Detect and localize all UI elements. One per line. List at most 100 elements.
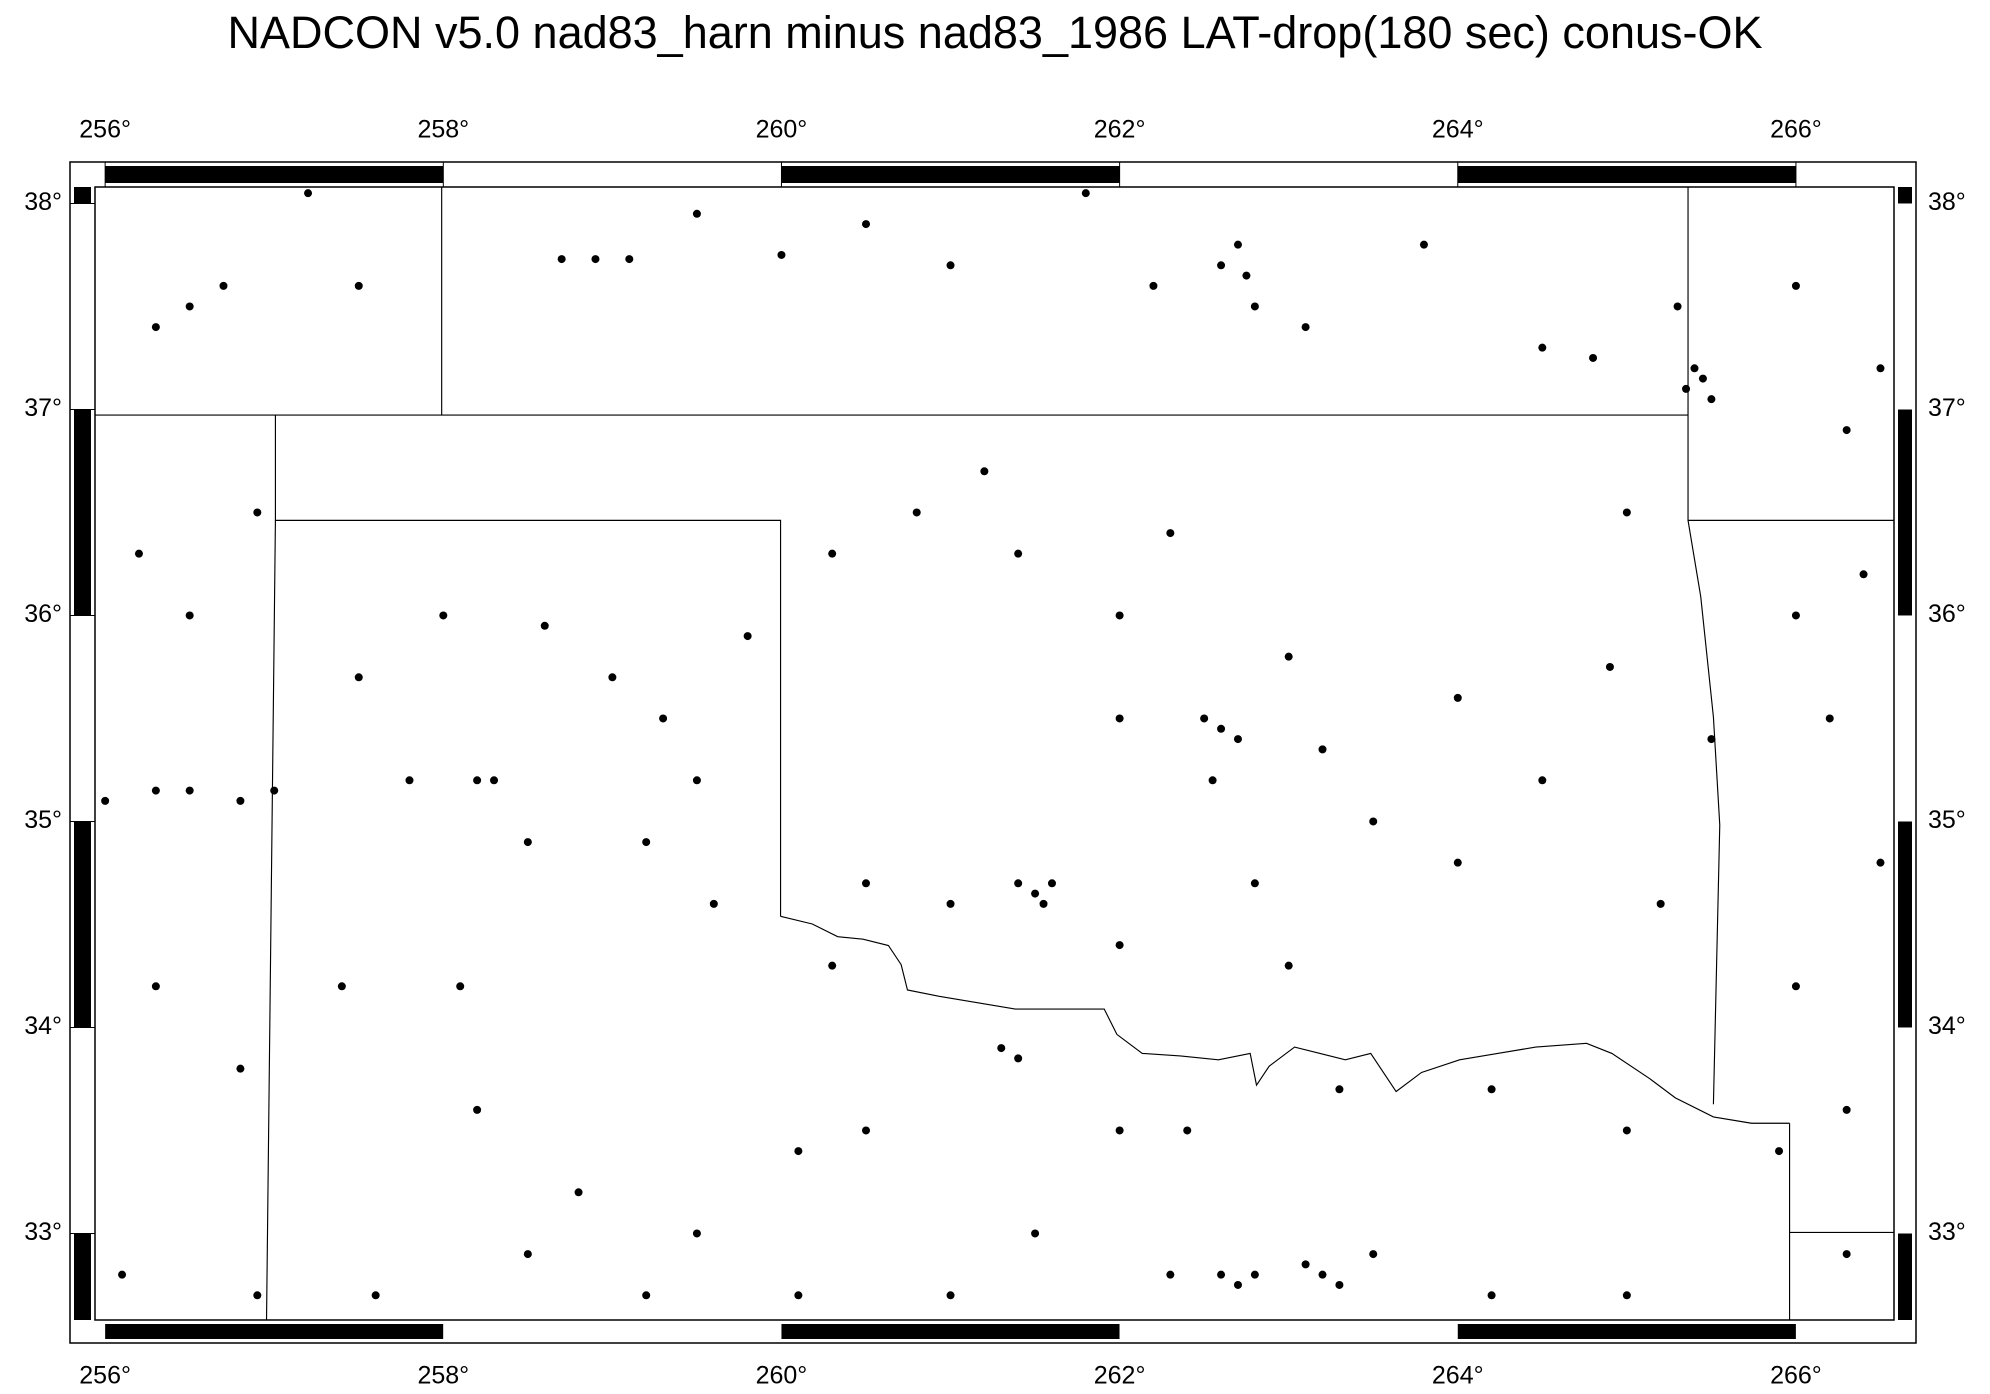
station-point — [557, 255, 566, 264]
station-point — [405, 776, 414, 785]
station-point — [1014, 549, 1023, 558]
station-point — [794, 1147, 803, 1156]
station-point — [236, 1064, 245, 1073]
station-point — [354, 673, 363, 682]
station-point — [304, 189, 313, 198]
station-point — [946, 899, 955, 908]
frame-inner — [94, 186, 1895, 1321]
station-point — [1233, 240, 1242, 249]
station-point — [1487, 1085, 1496, 1094]
station-point — [1183, 1126, 1192, 1135]
frame-block — [1119, 1324, 1458, 1339]
frame-block — [74, 1233, 91, 1320]
y-tick-label: 37° — [1928, 394, 1966, 422]
x-tick-label: 258° — [417, 116, 469, 144]
station-point — [1656, 899, 1665, 908]
frame-block — [1119, 166, 1458, 183]
station-point — [642, 1291, 651, 1300]
station-point — [1047, 879, 1056, 888]
y-tick-label: 34° — [1928, 1012, 1966, 1040]
station-point — [523, 1250, 532, 1259]
frame-block — [781, 1324, 1120, 1339]
station-point — [862, 220, 870, 229]
station-point — [1876, 364, 1885, 373]
frame-block — [1898, 409, 1912, 616]
x-tick-label: 266° — [1770, 116, 1822, 144]
station-point — [1682, 384, 1691, 393]
station-point — [151, 323, 160, 332]
station-point — [1775, 1147, 1784, 1156]
station-point — [1250, 1270, 1259, 1279]
station-point — [185, 786, 194, 795]
station-point — [1842, 1105, 1851, 1114]
station-point — [1166, 1270, 1175, 1279]
station-point — [523, 838, 532, 847]
y-tick-label: 38° — [24, 188, 62, 216]
station-point — [1031, 1229, 1040, 1238]
x-tick-label: 264° — [1432, 116, 1484, 144]
frame — [69, 161, 1917, 1344]
station-point — [659, 714, 668, 723]
frame-block — [74, 187, 91, 204]
y-tick-label: 37° — [24, 394, 62, 422]
station-point — [1589, 353, 1598, 362]
station-point — [828, 961, 837, 970]
station-point — [608, 673, 617, 682]
state-borders — [95, 186, 1894, 1320]
y-tick-label: 34° — [24, 1012, 62, 1040]
station-point — [1014, 1054, 1023, 1063]
station-point — [1335, 1085, 1344, 1094]
border — [265, 520, 276, 1320]
station-point — [337, 982, 346, 991]
station-point — [625, 255, 634, 264]
station-point — [1791, 281, 1800, 290]
y-tick-label: 35° — [1928, 806, 1966, 834]
frame-block — [781, 166, 1120, 183]
station-point — [1115, 1126, 1124, 1135]
x-tick-label: 258° — [417, 1362, 469, 1390]
frame-block — [74, 203, 91, 410]
frame-block — [443, 1324, 782, 1339]
x-tick-label: 266° — [1770, 1362, 1822, 1390]
y-tick-label: 35° — [24, 806, 62, 834]
frame-block — [1457, 166, 1796, 183]
frame-outer — [69, 161, 1917, 1344]
station-point — [540, 621, 549, 630]
frame-block — [105, 1324, 444, 1339]
station-point — [354, 281, 363, 290]
station-point — [439, 611, 448, 620]
station-point — [574, 1188, 583, 1197]
x-tick-label: 260° — [756, 116, 808, 144]
station-point — [456, 982, 465, 991]
station-point — [185, 302, 194, 311]
station-point — [1487, 1291, 1496, 1300]
station-point — [828, 549, 837, 558]
frame-block — [443, 166, 782, 183]
station-point — [1115, 714, 1124, 723]
station-point — [1318, 1270, 1327, 1279]
station-point — [253, 1291, 262, 1300]
y-tick-label: 36° — [24, 600, 62, 628]
station-point — [1622, 1291, 1631, 1300]
station-point — [1233, 1280, 1242, 1289]
station-point — [1115, 611, 1124, 620]
station-point — [912, 508, 921, 517]
frame-block — [74, 409, 91, 616]
station-point — [1825, 714, 1834, 723]
station-point — [1690, 364, 1699, 373]
station-point — [219, 281, 228, 290]
station-point — [1791, 611, 1800, 620]
station-point — [101, 796, 110, 805]
station-point — [1301, 323, 1310, 332]
x-tick-label: 260° — [756, 1362, 808, 1390]
station-point — [1453, 858, 1462, 867]
frame-block — [1898, 1233, 1912, 1320]
station-point — [1453, 693, 1462, 702]
station-point — [1217, 261, 1226, 270]
station-point — [270, 786, 279, 795]
border — [780, 915, 1790, 1124]
station-point — [473, 1105, 482, 1114]
station-point — [1242, 271, 1251, 280]
x-tick-label: 256° — [79, 116, 131, 144]
